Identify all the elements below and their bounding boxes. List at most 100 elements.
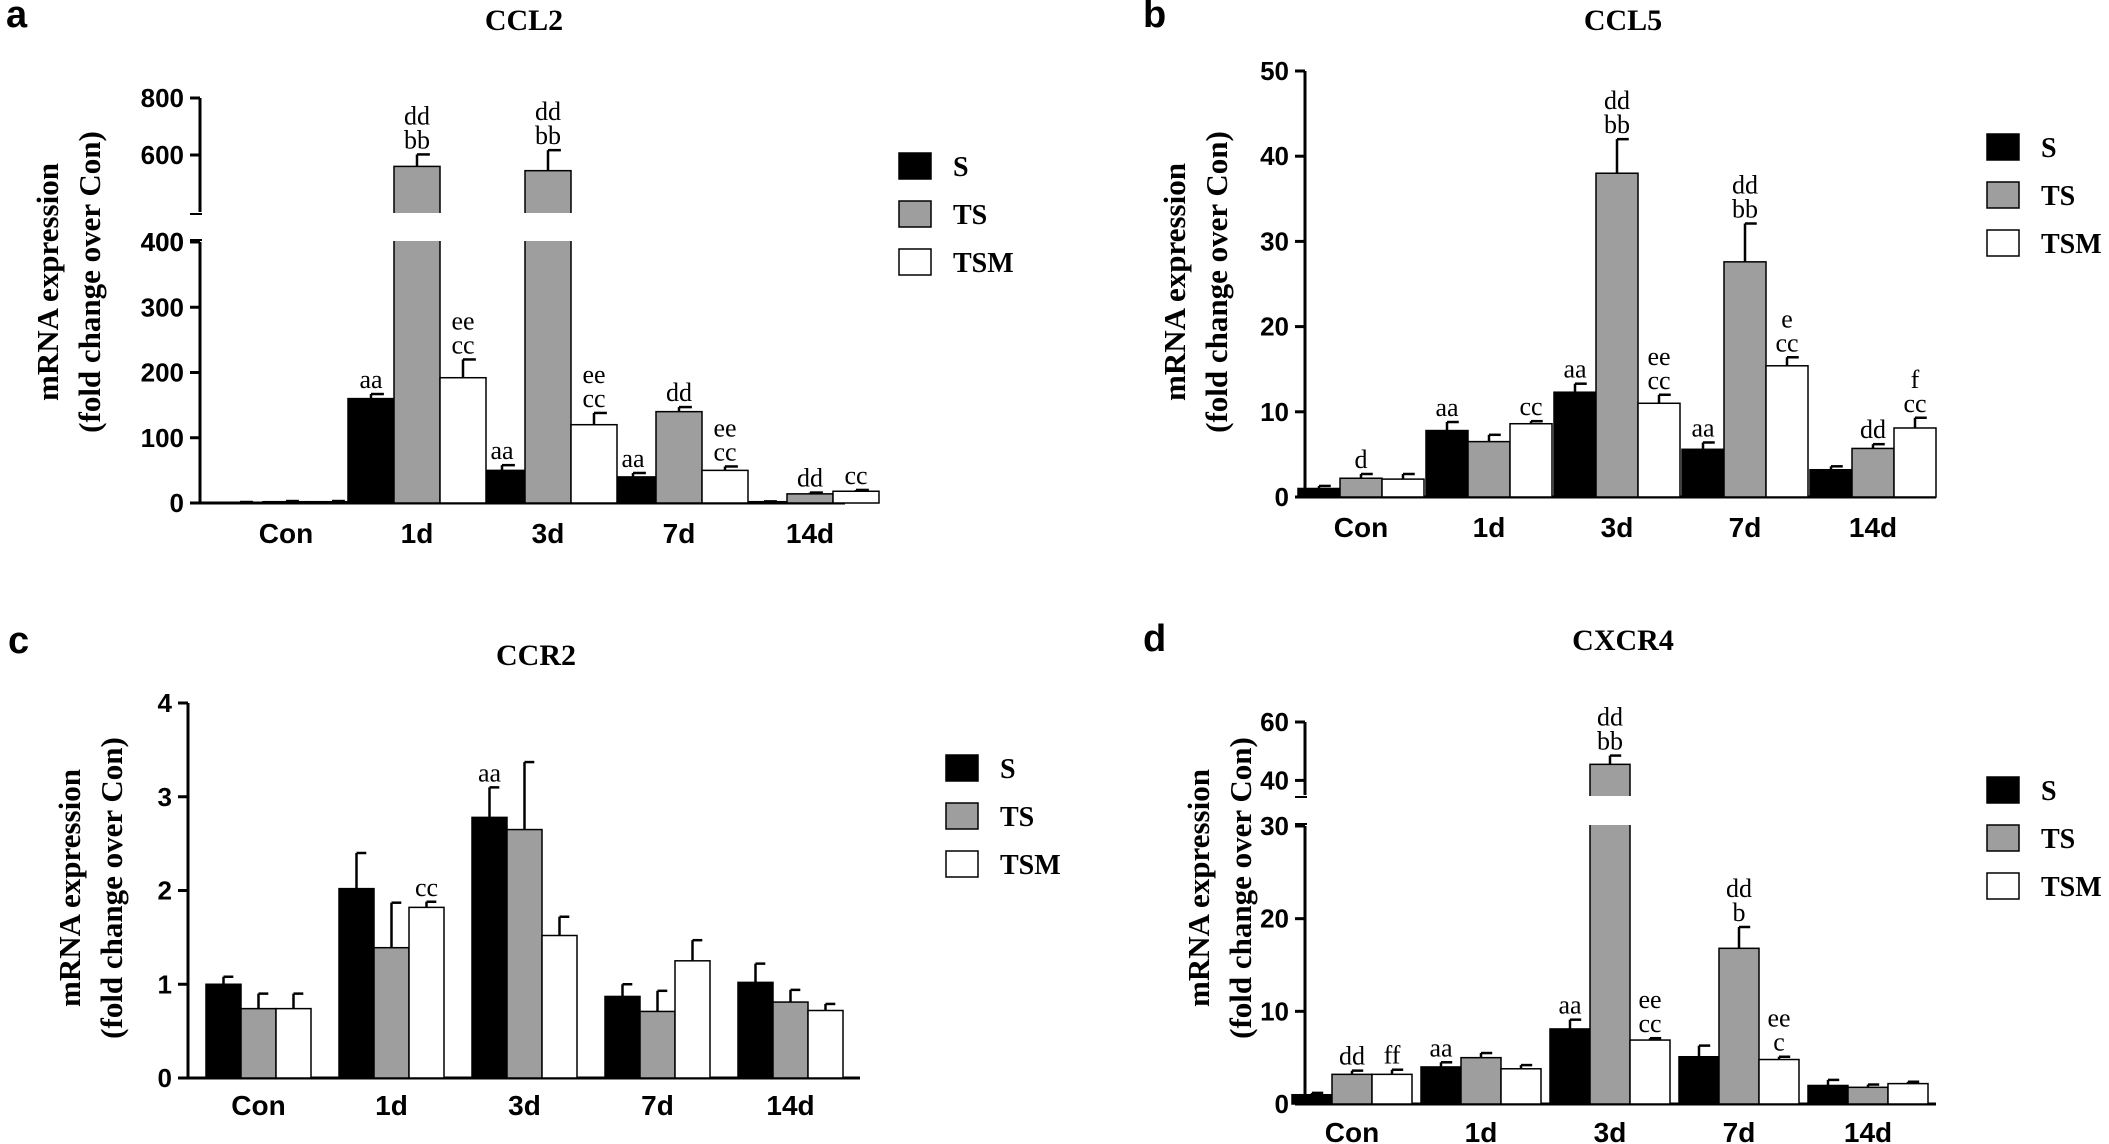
y-tick-label: 800 bbox=[141, 83, 184, 113]
significance-label: cc bbox=[1638, 1009, 1661, 1038]
legend-swatch-tsm bbox=[1986, 229, 2020, 257]
x-tick-label: 1d bbox=[1465, 1117, 1498, 1144]
y-tick-label: 2 bbox=[158, 876, 172, 906]
significance-label: bb bbox=[1604, 110, 1630, 139]
bar-tsm bbox=[1637, 402, 1681, 498]
y-tick-label: 600 bbox=[141, 140, 184, 170]
significance-labels: cc aa bbox=[415, 758, 502, 901]
significance-label: cc bbox=[1519, 392, 1542, 421]
y-tick-label: 30 bbox=[1260, 811, 1289, 841]
significance-label: b bbox=[1733, 898, 1746, 927]
significance-label: aa bbox=[1558, 991, 1582, 1020]
panel-label-b: b bbox=[1143, 0, 1167, 36]
y-tick-label: 200 bbox=[141, 358, 184, 388]
y-tick-label: 10 bbox=[1260, 996, 1289, 1026]
bar-s bbox=[1678, 1055, 1720, 1105]
legend-label: TS bbox=[2041, 181, 2075, 212]
legend-label: TSM bbox=[953, 248, 1014, 279]
axis-break-gap bbox=[524, 213, 572, 241]
x-tick-label: 3d bbox=[1601, 512, 1634, 543]
bar-s bbox=[471, 816, 508, 1079]
bar-tsm bbox=[1509, 422, 1553, 498]
bar-s bbox=[1425, 429, 1469, 498]
significance-label: cc bbox=[1775, 328, 1798, 357]
bar-ts bbox=[1467, 440, 1511, 498]
chart-ccr2: CCR2 mRNA expression (fold change over Con… bbox=[52, 639, 1061, 1121]
bar-tsm bbox=[1758, 1058, 1800, 1105]
bar-s bbox=[1297, 487, 1341, 498]
legend-label: S bbox=[953, 152, 969, 183]
chart-title: CCL2 bbox=[485, 4, 563, 37]
bar-ts bbox=[639, 1010, 676, 1079]
legend-swatch-s bbox=[1986, 133, 2020, 161]
significance-label: dd bbox=[535, 97, 561, 126]
legend-label: S bbox=[1000, 754, 1016, 785]
y-tick-label: 30 bbox=[1260, 226, 1289, 256]
legend-label: TSM bbox=[2041, 229, 2102, 260]
legend-swatch-ts bbox=[898, 200, 932, 228]
y-tick-label: 100 bbox=[141, 423, 184, 453]
bar-s bbox=[604, 995, 641, 1079]
x-tick-label: Con bbox=[1325, 1117, 1379, 1144]
y-tick-label: 0 bbox=[158, 1063, 172, 1093]
legend-swatch-ts bbox=[1986, 824, 2020, 852]
significance-label: aa bbox=[621, 444, 645, 473]
bar-ts bbox=[1851, 447, 1895, 498]
legend-swatch-ts bbox=[945, 802, 979, 830]
axis-break-gap bbox=[393, 213, 441, 241]
bar-tsm bbox=[1765, 365, 1809, 498]
bar-tsm bbox=[1381, 478, 1425, 498]
significance-label: aa bbox=[490, 436, 514, 465]
bar-s bbox=[1420, 1066, 1462, 1105]
bar-ts bbox=[1460, 1056, 1502, 1105]
significance-label: f bbox=[1911, 365, 1920, 394]
bar-s bbox=[347, 397, 395, 504]
x-tick-label: 14d bbox=[1849, 512, 1897, 543]
significance-label: ee bbox=[1638, 985, 1661, 1014]
significance-label: cc bbox=[451, 330, 474, 359]
legend-label: TS bbox=[953, 200, 987, 231]
chart-ccl2: CCL2 mRNA expression (fold change over Con… bbox=[30, 4, 1014, 549]
significance-label: ee bbox=[1647, 342, 1670, 371]
significance-label: cc bbox=[713, 437, 736, 466]
significance-label: aa bbox=[1563, 355, 1587, 384]
bar-tsm bbox=[701, 469, 749, 504]
bar-ts bbox=[1339, 477, 1383, 498]
bar-tsm bbox=[674, 960, 711, 1079]
x-tick-label: 7d bbox=[1729, 512, 1762, 543]
significance-label: ee bbox=[1767, 1004, 1790, 1033]
panel-label-d: d bbox=[1143, 618, 1167, 660]
bar-s bbox=[1681, 448, 1725, 498]
bar-s bbox=[216, 501, 264, 505]
bar-tsm bbox=[832, 490, 880, 504]
bar-tsm bbox=[439, 376, 487, 504]
bars bbox=[1297, 137, 1937, 498]
legend: S TS TSM bbox=[945, 754, 1061, 881]
y-tick-label: 40 bbox=[1260, 141, 1289, 171]
panel-label-a: a bbox=[6, 0, 28, 36]
chart-cxcr4: CXCR4 mRNA expression (fold change over Co… bbox=[1181, 624, 2102, 1144]
significance-label: dd bbox=[1726, 874, 1752, 903]
legend-swatch-tsm bbox=[945, 850, 979, 878]
legend: S TS TSM bbox=[1986, 133, 2102, 260]
y-tick-label: 60 bbox=[1260, 707, 1289, 737]
significance-label: aa bbox=[478, 758, 502, 787]
y-axis-label: (fold change over Con) bbox=[1199, 131, 1234, 433]
significance-label: c bbox=[1773, 1028, 1785, 1057]
bar-s bbox=[1291, 1093, 1333, 1105]
significance-label: bb bbox=[1597, 727, 1623, 756]
y-axis-label: mRNA expression bbox=[52, 769, 87, 1007]
y-tick-label: 20 bbox=[1260, 312, 1289, 342]
x-tick-label: 3d bbox=[508, 1090, 541, 1121]
bar-s bbox=[338, 887, 375, 1079]
y-tick-label: 0 bbox=[1275, 482, 1289, 512]
bar-s bbox=[1553, 391, 1597, 498]
significance-label: bb bbox=[535, 121, 561, 150]
bar-ts bbox=[262, 500, 310, 504]
significance-label: dd bbox=[1604, 86, 1630, 115]
significance-label: bb bbox=[404, 125, 430, 154]
